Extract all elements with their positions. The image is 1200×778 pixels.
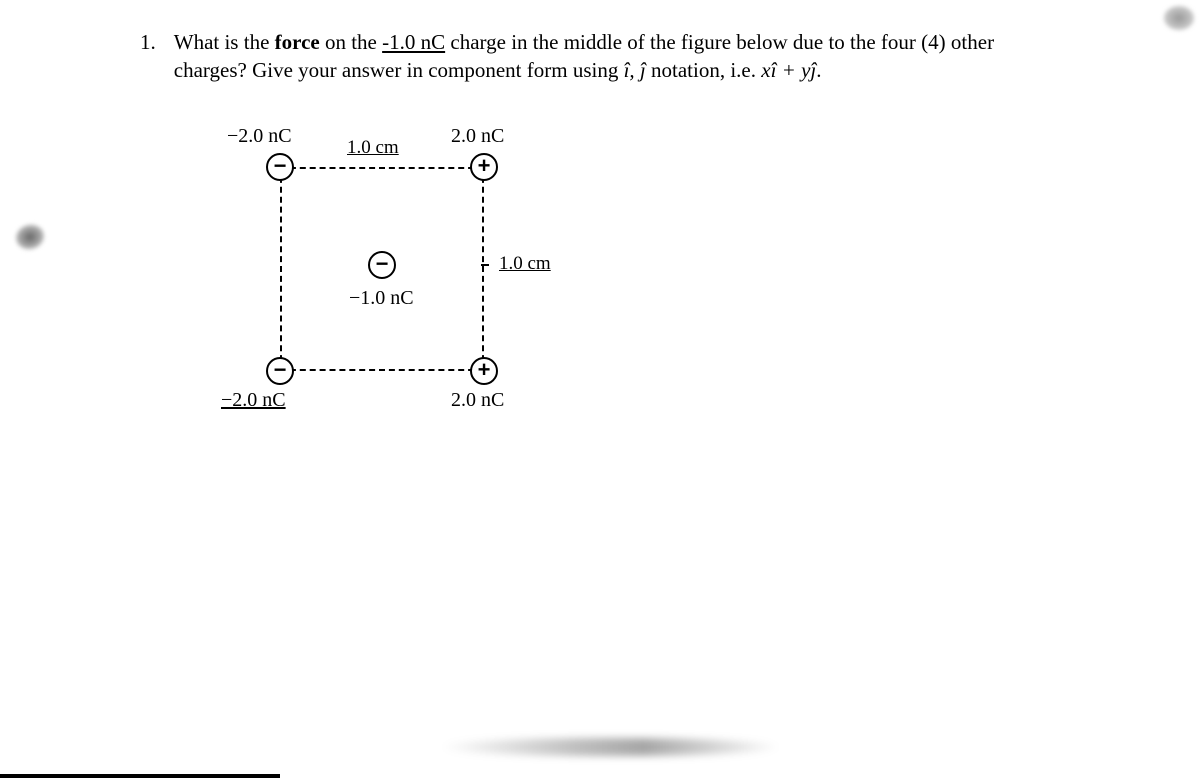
minus-icon: −: [274, 359, 287, 381]
scan-smudge-icon: [440, 738, 780, 756]
charge-diagram: −2.0 nC − 2.0 nC + − −1.0 nC − −2.0 nC +…: [205, 125, 565, 435]
question-number: 1.: [140, 28, 156, 85]
dim-top: 1.0 cm: [347, 137, 399, 159]
charge-top-right: +: [470, 153, 498, 181]
minus-icon: −: [376, 253, 389, 275]
dim-right: 1.0 cm: [499, 253, 551, 275]
plus-icon: +: [478, 155, 491, 177]
label-center: −1.0 nC: [349, 287, 414, 310]
answer-form: xî + yĵ: [761, 58, 816, 82]
minus-icon: −: [274, 155, 287, 177]
charge-bottom-right: +: [470, 357, 498, 385]
ij-notation: î, ĵ: [624, 58, 646, 82]
text: charge in the middle of the figure below…: [445, 30, 994, 54]
text: What is the: [174, 30, 275, 54]
page: 1. What is the force on the -1.0 nC char…: [0, 0, 1200, 778]
charge-top-left: −: [266, 153, 294, 181]
text: on the: [320, 30, 382, 54]
scan-smudge-icon: [13, 222, 46, 252]
text: .: [816, 58, 821, 82]
label-bottom-left: −2.0 nC: [221, 389, 286, 412]
force-word: force: [275, 30, 320, 54]
tick-right: [481, 264, 489, 266]
scan-edge: [0, 774, 280, 778]
label-bottom-right: 2.0 nC: [451, 389, 504, 412]
center-charge-value: -1.0 nC: [382, 30, 445, 54]
question-block: 1. What is the force on the -1.0 nC char…: [140, 28, 1160, 85]
label-top-right: 2.0 nC: [451, 125, 504, 148]
plus-icon: +: [478, 359, 491, 381]
text: notation, i.e.: [646, 58, 761, 82]
scan-smudge-icon: [1164, 6, 1194, 30]
text: charges? Give your answer in component f…: [174, 58, 624, 82]
charge-center: −: [368, 251, 396, 279]
question-text: What is the force on the -1.0 nC charge …: [174, 28, 1160, 85]
charge-bottom-left: −: [266, 357, 294, 385]
label-top-left: −2.0 nC: [227, 125, 292, 148]
